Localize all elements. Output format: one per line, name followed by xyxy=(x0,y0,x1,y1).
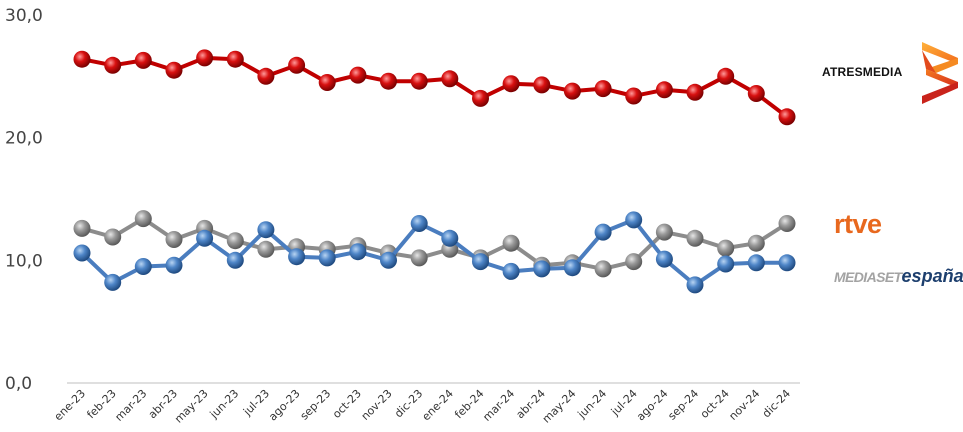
data-point-mediaset xyxy=(747,254,765,272)
data-point-atresmedia xyxy=(655,81,673,99)
data-point-rtve xyxy=(594,260,612,278)
data-point-mediaset xyxy=(165,256,183,274)
series-atresmedia xyxy=(73,49,796,126)
atresmedia-logo-text: ATRESMEDIA xyxy=(822,65,903,79)
data-point-mediaset xyxy=(288,248,306,266)
data-point-rtve xyxy=(778,215,796,232)
x-tick-label: may-23 xyxy=(172,387,211,426)
data-point-rtve xyxy=(104,228,122,246)
data-point-atresmedia xyxy=(380,72,397,90)
data-point-mediaset xyxy=(257,221,275,239)
data-point-atresmedia xyxy=(594,80,612,98)
data-point-mediaset xyxy=(655,250,673,268)
data-point-mediaset xyxy=(349,243,367,261)
data-point-rtve xyxy=(502,234,520,252)
data-point-atresmedia xyxy=(686,83,704,101)
y-tick-label: 0,0 xyxy=(5,374,32,394)
data-point-mediaset xyxy=(778,254,796,272)
data-point-atresmedia xyxy=(318,74,336,91)
x-tick-label: ene-24 xyxy=(420,387,456,423)
x-tick-label: oct-23 xyxy=(330,387,364,421)
data-point-mediaset xyxy=(625,211,643,229)
data-point-mediaset xyxy=(318,249,336,267)
data-point-atresmedia xyxy=(349,66,367,84)
atresmedia-chevron-icon xyxy=(922,42,958,104)
data-point-mediaset xyxy=(73,244,91,262)
data-point-mediaset xyxy=(410,215,428,232)
data-point-rtve xyxy=(134,210,152,228)
y-tick-labels: 0,0 10,0 20,0 30,0 xyxy=(5,6,43,394)
data-point-atresmedia xyxy=(472,89,489,107)
y-tick-label: 20,0 xyxy=(5,129,43,149)
data-point-mediaset xyxy=(472,253,489,271)
data-point-atresmedia xyxy=(196,49,214,67)
data-point-rtve xyxy=(717,239,735,257)
x-tick-label: nov-23 xyxy=(359,387,395,423)
data-point-atresmedia xyxy=(747,85,765,102)
x-tick-label: jun-23 xyxy=(207,387,242,422)
data-point-mediaset xyxy=(502,262,520,280)
data-point-rtve xyxy=(226,232,244,250)
data-point-atresmedia xyxy=(563,82,581,100)
data-point-atresmedia xyxy=(441,70,459,88)
y-tick-label: 30,0 xyxy=(5,6,43,26)
atresmedia-logo: ATRESMEDIA xyxy=(822,42,962,116)
data-point-mediaset xyxy=(533,260,551,278)
data-point-atresmedia xyxy=(226,50,244,68)
data-point-atresmedia xyxy=(410,72,428,90)
data-point-mediaset xyxy=(441,229,459,247)
data-point-atresmedia xyxy=(533,76,551,94)
data-point-rtve xyxy=(165,231,183,248)
series-line-atresmedia xyxy=(81,55,789,119)
data-point-atresmedia xyxy=(778,108,796,126)
data-point-atresmedia xyxy=(257,67,275,85)
data-point-atresmedia xyxy=(625,87,643,105)
series-layer xyxy=(73,49,796,294)
data-point-atresmedia xyxy=(104,56,122,74)
data-point-atresmedia xyxy=(73,50,91,68)
data-point-mediaset xyxy=(134,258,152,275)
x-tick-label: mar-24 xyxy=(480,387,517,424)
x-tick-label: jun-24 xyxy=(575,387,610,422)
mediaset-logo: MEDIASETespaña. xyxy=(834,266,963,287)
x-tick-label: ago-23 xyxy=(266,387,303,424)
y-tick-label: 10,0 xyxy=(5,251,43,271)
data-point-atresmedia xyxy=(717,67,735,85)
mediaset-logo-text-light: MEDIASET xyxy=(834,269,902,285)
data-point-mediaset xyxy=(594,223,612,241)
data-point-atresmedia xyxy=(165,61,183,79)
data-point-rtve xyxy=(257,240,275,258)
data-point-rtve xyxy=(410,249,428,267)
data-point-rtve xyxy=(686,229,704,247)
data-point-mediaset xyxy=(226,251,244,269)
data-point-atresmedia xyxy=(502,75,520,93)
x-tick-label: sep-23 xyxy=(298,387,334,423)
data-point-mediaset xyxy=(196,229,214,247)
data-point-mediaset xyxy=(686,276,704,294)
x-tick-label: sep-24 xyxy=(665,387,701,423)
data-point-mediaset xyxy=(380,251,397,269)
data-point-atresmedia xyxy=(134,51,152,69)
x-tick-label: ago-24 xyxy=(634,387,671,424)
data-point-rtve xyxy=(747,234,765,252)
mediaset-logo-text-dark: españa. xyxy=(901,266,963,286)
data-point-mediaset xyxy=(104,273,122,291)
x-tick-label: ene-23 xyxy=(52,387,88,423)
data-point-mediaset xyxy=(563,259,581,277)
x-tick-label: nov-24 xyxy=(726,387,762,423)
rtve-logo: rtve xyxy=(834,209,882,239)
x-tick-label: may-24 xyxy=(540,387,579,426)
data-point-atresmedia xyxy=(288,56,306,74)
x-tick-label: dic-24 xyxy=(760,387,793,420)
x-tick-label: mar-23 xyxy=(112,387,149,424)
series-mediaset xyxy=(73,211,796,294)
data-point-rtve xyxy=(655,223,673,241)
x-tick-label: oct-24 xyxy=(698,387,732,421)
data-point-rtve xyxy=(625,253,643,271)
data-point-mediaset xyxy=(717,255,735,273)
series-line-rtve xyxy=(81,216,789,271)
data-point-rtve xyxy=(73,219,91,237)
